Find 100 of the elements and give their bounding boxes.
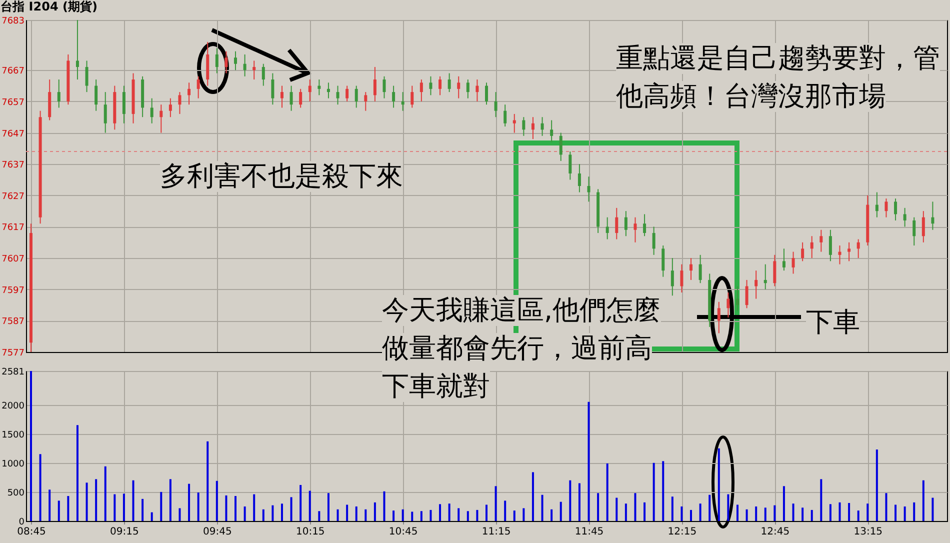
- candlestick: [540, 116, 544, 136]
- candlestick: [504, 104, 507, 127]
- bar: [402, 509, 404, 521]
- bar: [327, 493, 330, 521]
- candlestick: [308, 79, 312, 102]
- candlestick: [178, 92, 182, 114]
- bar: [857, 510, 860, 521]
- candlestick: [438, 76, 442, 96]
- chart-title: 台指 I204 (期貨): [0, 0, 98, 14]
- bar: [114, 494, 116, 521]
- bar: [160, 492, 162, 521]
- bar: [67, 496, 70, 521]
- candlestick: [150, 98, 154, 124]
- bar: [922, 480, 924, 521]
- bar: [606, 463, 608, 521]
- annotation: 多利害不也是殺下來: [160, 161, 403, 192]
- candlestick: [262, 63, 265, 86]
- candlestick: [643, 214, 646, 237]
- bar: [253, 494, 256, 521]
- bar: [718, 448, 720, 521]
- candlestick: [346, 85, 349, 102]
- candlestick: [550, 120, 554, 143]
- candlestick: [252, 60, 256, 80]
- candlestick: [160, 104, 163, 134]
- candlestick: [401, 92, 404, 112]
- candlestick: [188, 82, 191, 106]
- bar: [486, 504, 488, 521]
- bar: [764, 508, 766, 521]
- candlestick: [392, 85, 396, 108]
- bar: [336, 509, 339, 521]
- bar: [262, 509, 264, 521]
- candlestick: [122, 85, 126, 124]
- candlestick: [382, 76, 386, 99]
- bar: [178, 508, 181, 521]
- candlestick: [512, 113, 516, 134]
- candlestick: [354, 85, 358, 108]
- bar: [838, 502, 841, 521]
- candlestick: [690, 258, 693, 280]
- bar: [802, 508, 804, 521]
- y-tick-label: 2581: [2, 368, 24, 378]
- candlestick: [931, 201, 934, 230]
- candlestick: [634, 216, 637, 243]
- candlestick: [318, 79, 321, 96]
- bar: [355, 506, 358, 521]
- bar: [374, 502, 376, 521]
- x-tick-label: 09:45: [203, 526, 232, 538]
- bar: [290, 497, 292, 521]
- bar: [458, 508, 460, 521]
- y-tick-label: 1500: [2, 430, 25, 440]
- bar: [774, 505, 776, 521]
- bar: [932, 498, 934, 521]
- bar: [504, 500, 506, 521]
- bar: [829, 504, 832, 521]
- bar: [904, 506, 906, 521]
- bar: [522, 508, 525, 521]
- bar: [39, 454, 42, 521]
- bar: [866, 504, 869, 521]
- bar: [225, 495, 228, 521]
- bar: [792, 504, 794, 521]
- bar: [58, 500, 60, 521]
- x-tick-label: 09:15: [110, 526, 139, 538]
- candlestick: [531, 116, 534, 140]
- bar: [560, 502, 562, 521]
- candlestick: [271, 72, 274, 106]
- x-tick-label: 12:45: [760, 526, 790, 538]
- bar: [616, 498, 618, 521]
- bar: [420, 511, 422, 521]
- candlestick: [299, 88, 302, 108]
- bar: [300, 484, 302, 521]
- candlestick: [290, 85, 293, 112]
- x-tick-label: 11:15: [482, 526, 511, 538]
- bar: [755, 506, 758, 521]
- candlestick: [326, 82, 330, 99]
- y-tick-label: 7657: [2, 98, 24, 108]
- candlestick: [726, 292, 730, 318]
- candlestick: [912, 216, 916, 246]
- bar: [466, 511, 469, 521]
- y-tick-label: 7617: [2, 223, 24, 234]
- y-tick-label: 500: [7, 488, 25, 498]
- bar: [876, 450, 878, 521]
- candlestick: [670, 258, 674, 296]
- bar: [820, 479, 822, 521]
- bar: [513, 510, 516, 521]
- candlestick: [94, 79, 98, 112]
- candlestick: [373, 66, 376, 102]
- bar: [782, 486, 785, 521]
- bar: [392, 510, 395, 521]
- candlestick: [606, 216, 609, 240]
- candlestick: [420, 79, 423, 102]
- candlestick: [875, 192, 878, 218]
- bar: [569, 480, 572, 521]
- candlestick: [485, 82, 488, 106]
- candlestick: [243, 54, 246, 77]
- bar: [216, 480, 218, 521]
- candlestick: [522, 116, 526, 136]
- bar: [383, 491, 386, 521]
- bar: [634, 493, 636, 521]
- candlestick: [76, 20, 79, 80]
- candlestick: [773, 254, 776, 287]
- candlestick: [894, 198, 898, 221]
